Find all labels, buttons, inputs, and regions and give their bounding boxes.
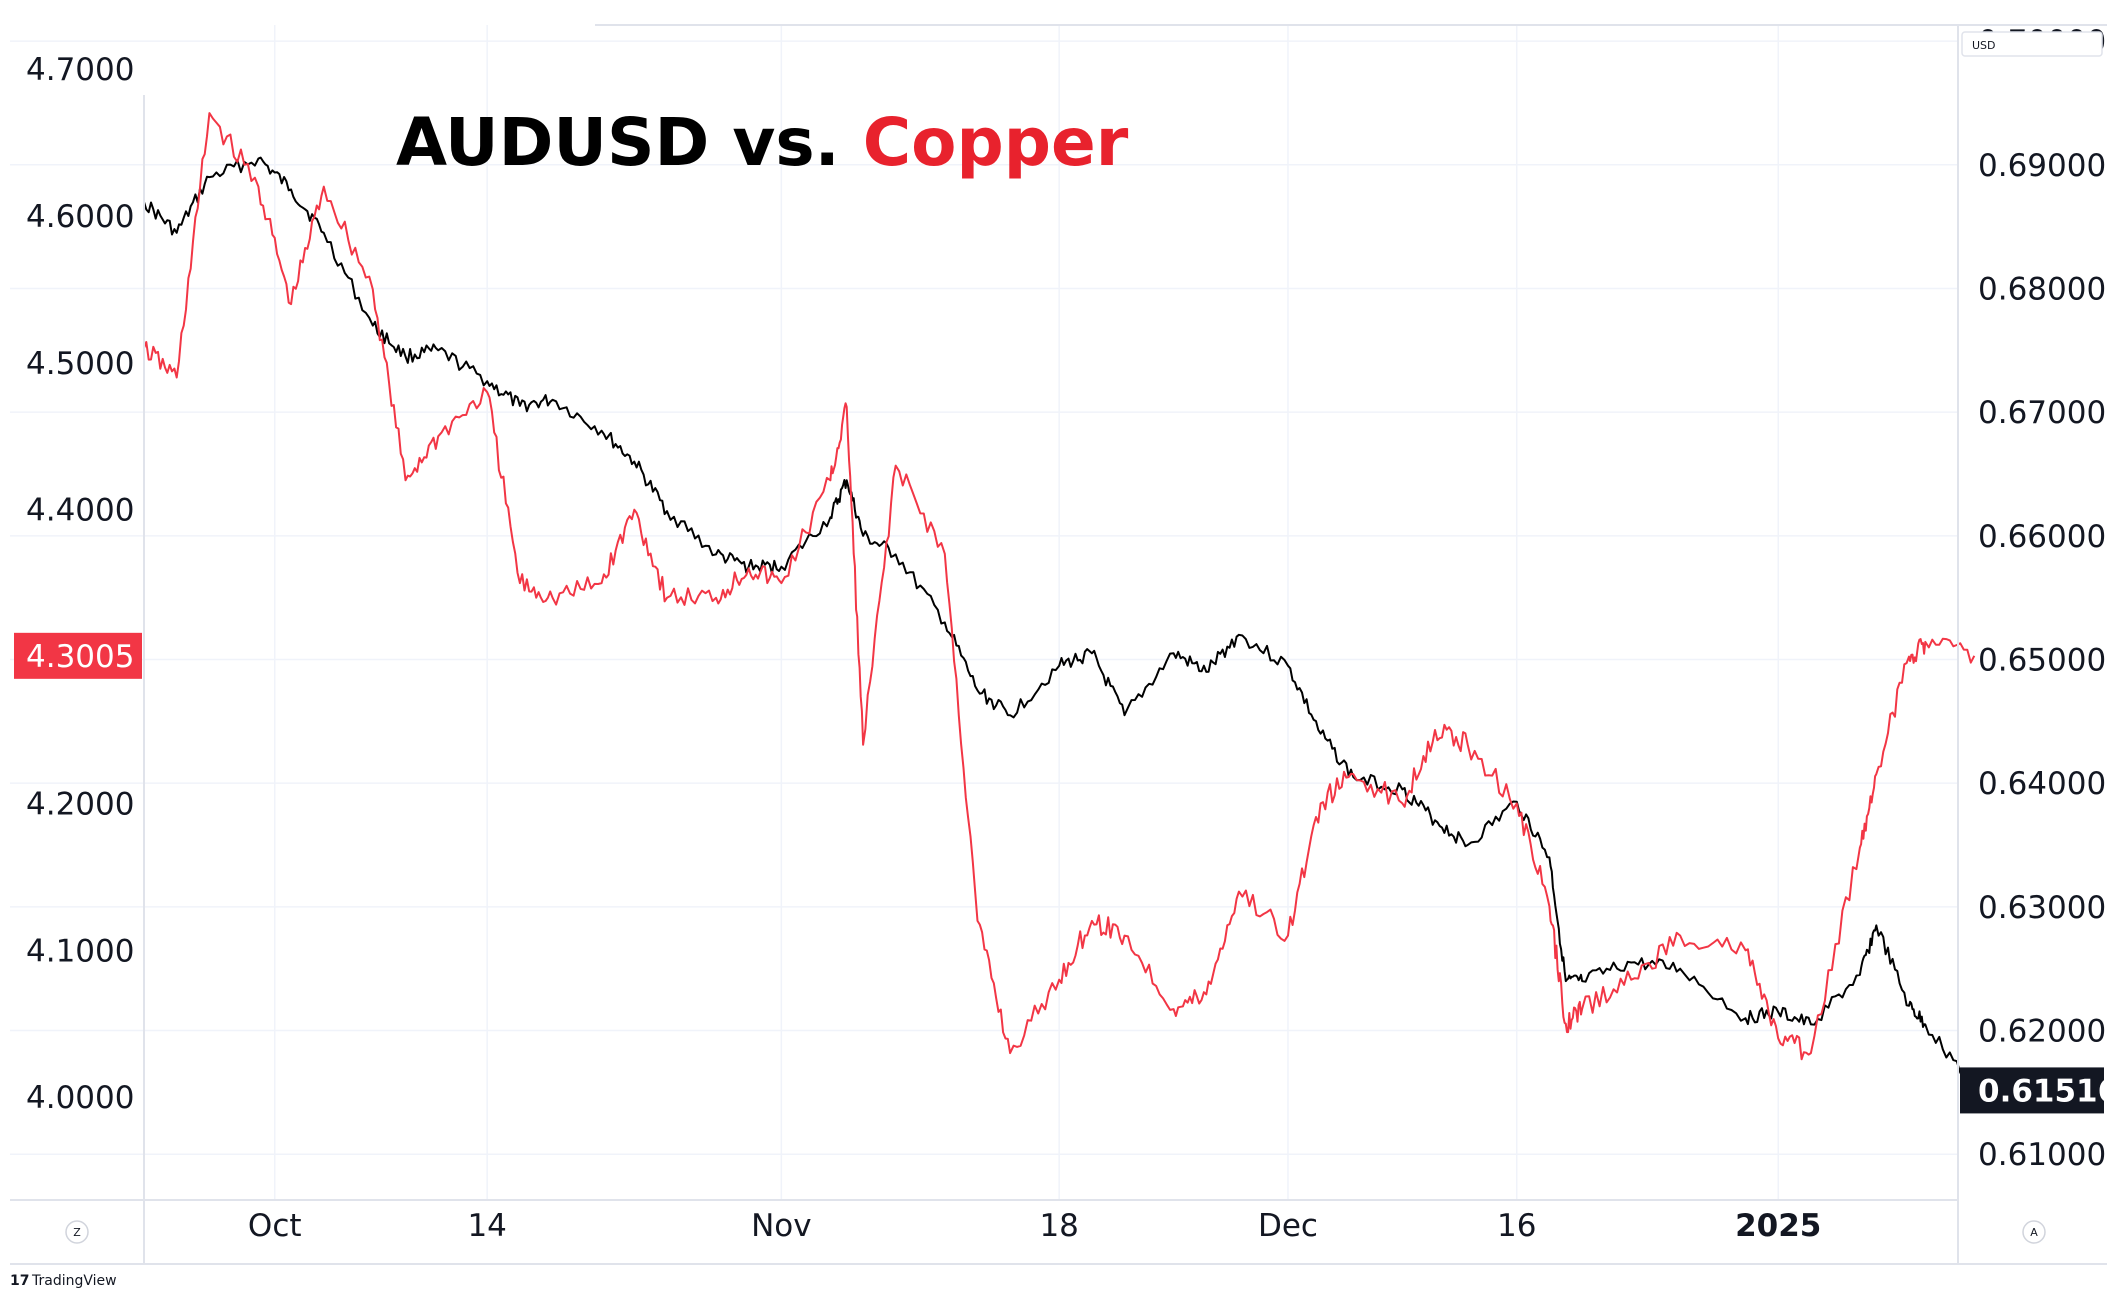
copper-last-value-badge: 4.3005: [14, 632, 142, 679]
audusd-badge-bg: [1960, 1067, 2104, 1114]
copper-badge-bg: [14, 632, 142, 679]
left-axis-tick-label: 4.1000: [26, 933, 134, 969]
auto-scale-button[interactable]: A: [2022, 1220, 2046, 1244]
x-axis-tick-label: 18: [1039, 1208, 1078, 1244]
tradingview-brand[interactable]: 17 TradingView: [10, 1273, 117, 1289]
left-corner-mark: Z: [73, 1226, 81, 1239]
auto-scale-circle[interactable]: [2022, 1220, 2046, 1244]
left-axis-tick-label: 4.2000: [26, 786, 134, 822]
left-axis-tick-label: 4.0000: [26, 1080, 134, 1116]
right-axis-tick-label: 0.64000: [1978, 766, 2106, 802]
copper-last-value: 4.3005: [26, 639, 134, 675]
left-corner-button[interactable]: Z: [65, 1220, 89, 1244]
grid-lines: [10, 25, 1958, 1200]
right-axis-tick-label: 0.65000: [1978, 643, 2106, 679]
right-axis-tick-label: 0.66000: [1978, 519, 2106, 555]
tradingview-logo-icon: 17: [10, 1273, 29, 1289]
right-axis-tick-label: 0.69000: [1978, 148, 2106, 184]
x-axis-tick-label: 16: [1497, 1208, 1536, 1244]
left-axis-tick-label: 4.6000: [26, 199, 134, 235]
tradingview-brand-text: TradingView: [31, 1273, 117, 1289]
right-axis-tick-label: 0.68000: [1978, 271, 2106, 307]
right-axis-tick-label: 0.62000: [1978, 1014, 2106, 1050]
right-axis-unit: USD: [1972, 39, 1996, 52]
left-axis-tick-label: 4.4000: [26, 493, 134, 529]
chart-title: AUDUSD vs. Copper: [396, 104, 1129, 181]
x-axis-tick-label: Oct: [248, 1208, 302, 1244]
audusd-last-value-badge: 0.61516: [1960, 1067, 2117, 1114]
right-axis-tick-label: 0.67000: [1978, 395, 2106, 431]
right-axis-unit-box: USD: [1961, 31, 2103, 57]
x-axis-ticks: Oct 14 Nov 18 Dec 16 2025: [248, 1208, 1821, 1244]
series-layer: [143, 112, 1976, 1087]
right-axis-tick-label: 0.61000: [1978, 1137, 2106, 1173]
left-axis-tick-label: 4.5000: [26, 346, 134, 382]
chart-title-copper: Copper: [863, 104, 1129, 181]
left-corner-circle[interactable]: [65, 1220, 89, 1244]
x-axis-tick-label: Nov: [751, 1208, 812, 1244]
audusd-last-value: 0.61516: [1978, 1073, 2117, 1109]
chart-title-audusd: AUDUSD vs.: [396, 104, 863, 181]
axes: [10, 24, 2107, 1265]
left-axis-ticks: 4.7000 4.6000 4.5000 4.4000 4.2000 4.1000 4.00…: [26, 52, 134, 1116]
unit-box: [1961, 31, 2103, 57]
right-axis-tick-label: 0.63000: [1978, 890, 2106, 926]
x-axis-tick-label: Dec: [1258, 1208, 1318, 1244]
left-axis-tick-label: 4.7000: [26, 52, 134, 88]
x-axis-tick-label: 14: [467, 1208, 506, 1244]
x-axis-tick-label: 2025: [1735, 1208, 1821, 1244]
right-corner-mark: A: [2030, 1226, 2038, 1239]
